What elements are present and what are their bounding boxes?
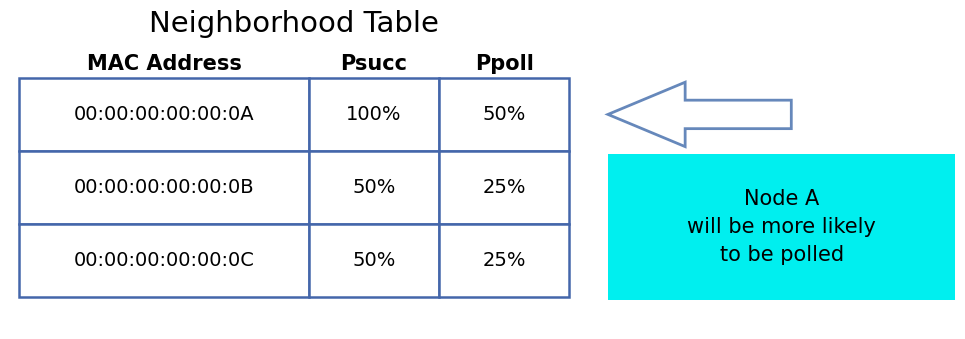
- Text: 00:00:00:00:00:0B: 00:00:00:00:00:0B: [73, 178, 255, 197]
- Bar: [439, 78, 569, 151]
- Text: 00:00:00:00:00:0A: 00:00:00:00:00:0A: [73, 105, 255, 124]
- Bar: [309, 78, 439, 151]
- Text: 100%: 100%: [346, 105, 401, 124]
- Text: 25%: 25%: [482, 178, 526, 197]
- Text: MAC Address: MAC Address: [87, 54, 241, 74]
- Bar: [439, 151, 569, 224]
- Text: 50%: 50%: [482, 105, 526, 124]
- Text: 00:00:00:00:00:0C: 00:00:00:00:00:0C: [73, 251, 255, 270]
- Bar: [309, 224, 439, 297]
- Text: Psucc: Psucc: [341, 54, 407, 74]
- Polygon shape: [608, 82, 791, 146]
- Text: 50%: 50%: [352, 251, 396, 270]
- Bar: [19, 151, 309, 224]
- Text: 25%: 25%: [482, 251, 526, 270]
- Text: Neighborhood Table: Neighborhood Table: [150, 10, 439, 38]
- Bar: [19, 224, 309, 297]
- FancyBboxPatch shape: [608, 154, 955, 300]
- Bar: [19, 78, 309, 151]
- Bar: [439, 224, 569, 297]
- Text: Ppoll: Ppoll: [475, 54, 534, 74]
- Bar: [309, 151, 439, 224]
- Text: Node A
will be more likely
to be polled: Node A will be more likely to be polled: [687, 189, 876, 265]
- Text: 50%: 50%: [352, 178, 396, 197]
